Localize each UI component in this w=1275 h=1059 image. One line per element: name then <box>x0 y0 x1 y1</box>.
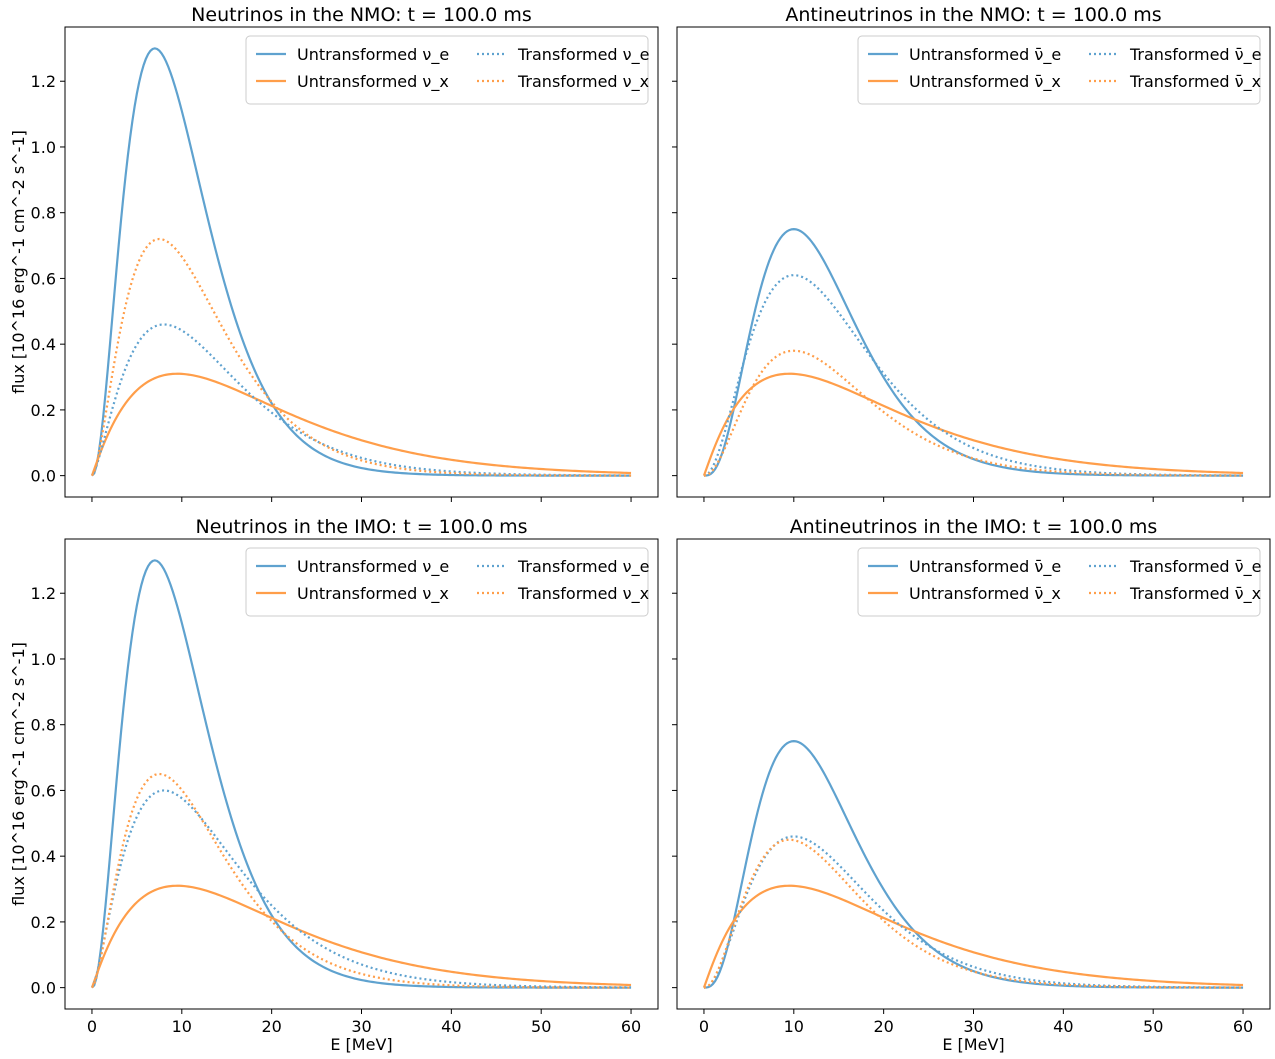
y-tick-label: 0.0 <box>31 467 56 486</box>
x-tick-label: 20 <box>261 1017 281 1036</box>
series-line-nu_x-dotted <box>703 838 1244 989</box>
series-line-nu_e-solid <box>703 740 1244 989</box>
y-tick-label: 1.2 <box>31 72 56 91</box>
series-line-nu_e-dotted <box>91 323 632 477</box>
y-tick-label: 0.2 <box>31 401 56 420</box>
legend-box <box>857 547 1261 617</box>
legend-label: Untransformed ν_e <box>297 45 449 65</box>
x-tick-label: 0 <box>699 1017 709 1036</box>
legend-label: Transformed ν̄_x <box>1129 584 1261 604</box>
legend-label: Untransformed ν_e <box>297 557 449 577</box>
legend-label: Untransformed ν_x <box>297 584 449 604</box>
legend-label: Transformed ν_x <box>517 72 649 92</box>
x-tick-label: 20 <box>873 1017 893 1036</box>
y-tick-label: 1.0 <box>31 138 56 157</box>
legend-label: Transformed ν_e <box>517 557 649 577</box>
chart-panel-3: 0 10 20 30 40 50 60 0.0 0.2 0.4 0.6 0.8 1.0 1.2 Neutri… <box>9 516 659 1054</box>
legend-label: Untransformed ν̄_x <box>909 584 1061 604</box>
y-tick-label: 1.0 <box>31 650 56 669</box>
chart-panel-4: 0 10 20 30 40 50 60 Antineutrinos in the IMO: t… <box>672 516 1271 1054</box>
x-tick-label: 40 <box>1053 1017 1073 1036</box>
series-line-nu_x-dotted <box>91 772 632 989</box>
series-line-nu_x-solid <box>702 884 1244 989</box>
panel-title: Neutrinos in the IMO: t = 100.0 ms <box>195 516 527 538</box>
panel-title: Antineutrinos in the IMO: t = 100.0 ms <box>790 516 1158 538</box>
y-tick-label: 0.8 <box>31 716 56 735</box>
legend-label: Untransformed ν_x <box>297 72 449 92</box>
y-tick-label: 0.6 <box>31 781 56 800</box>
x-tick-label: 30 <box>351 1017 371 1036</box>
series-line-nu_e-solid <box>91 47 632 477</box>
series-line-nu_e-dotted <box>703 835 1244 989</box>
y-axis-label: flux [10^16 erg^-1 cm^-2 s^-1] <box>9 130 28 394</box>
y-axis-label: flux [10^16 erg^-1 cm^-2 s^-1] <box>9 642 28 906</box>
y-tick-label: 0.4 <box>31 335 56 354</box>
y-tick-label: 0.4 <box>31 847 56 866</box>
series-line-nu_x-solid <box>90 884 632 989</box>
panel-title: Neutrinos in the NMO: t = 100.0 ms <box>191 4 532 26</box>
series-line-nu_e-solid <box>91 559 632 989</box>
legend-box <box>245 547 649 617</box>
series-line-nu_x-dotted <box>703 349 1244 477</box>
x-tick-label: 10 <box>784 1017 804 1036</box>
x-tick-label: 30 <box>963 1017 983 1036</box>
series-line-nu_e-dotted <box>90 789 632 989</box>
y-tick-label: 0.0 <box>31 979 56 998</box>
series-line-nu_e-solid <box>703 228 1244 477</box>
legend-label: Transformed ν̄_e <box>1129 45 1261 65</box>
legend-label: Transformed ν̄_e <box>1129 557 1261 577</box>
legend-label: Untransformed ν̄_e <box>909 45 1061 65</box>
legend-label: Untransformed ν̄_e <box>909 557 1061 577</box>
x-tick-label: 40 <box>441 1017 461 1036</box>
series-line-nu_x-solid <box>702 372 1244 477</box>
legend-box <box>245 35 649 105</box>
x-axis-label: E [MeV] <box>330 1035 392 1054</box>
legend-label: Transformed ν_e <box>517 45 649 65</box>
x-tick-label: 50 <box>531 1017 551 1036</box>
y-tick-label: 0.2 <box>31 913 56 932</box>
legend-box <box>857 35 1261 105</box>
y-tick-label: 0.6 <box>31 269 56 288</box>
chart-panel-2: Antineutrinos in the NMO: t = 100.0 ms Un… <box>672 4 1271 502</box>
y-tick-label: 1.2 <box>31 584 56 603</box>
legend-label: Untransformed ν̄_x <box>909 72 1061 92</box>
panel-title: Antineutrinos in the NMO: t = 100.0 ms <box>785 4 1161 26</box>
x-tick-label: 50 <box>1143 1017 1163 1036</box>
x-axis-label: E [MeV] <box>942 1035 1004 1054</box>
series-line-nu_x-dotted <box>91 237 632 477</box>
legend-label: Transformed ν_x <box>517 584 649 604</box>
x-tick-label: 10 <box>172 1017 192 1036</box>
series-line-nu_x-solid <box>90 372 632 477</box>
x-tick-label: 60 <box>1233 1017 1253 1036</box>
x-tick-label: 0 <box>87 1017 97 1036</box>
y-tick-label: 0.8 <box>31 204 56 223</box>
legend-label: Transformed ν̄_x <box>1129 72 1261 92</box>
x-tick-label: 60 <box>621 1017 641 1036</box>
series-line-nu_e-dotted <box>703 274 1244 477</box>
chart-panel-1: 0.0 0.2 0.4 0.6 0.8 1.0 1.2 Neutrinos in the NM… <box>9 4 659 502</box>
